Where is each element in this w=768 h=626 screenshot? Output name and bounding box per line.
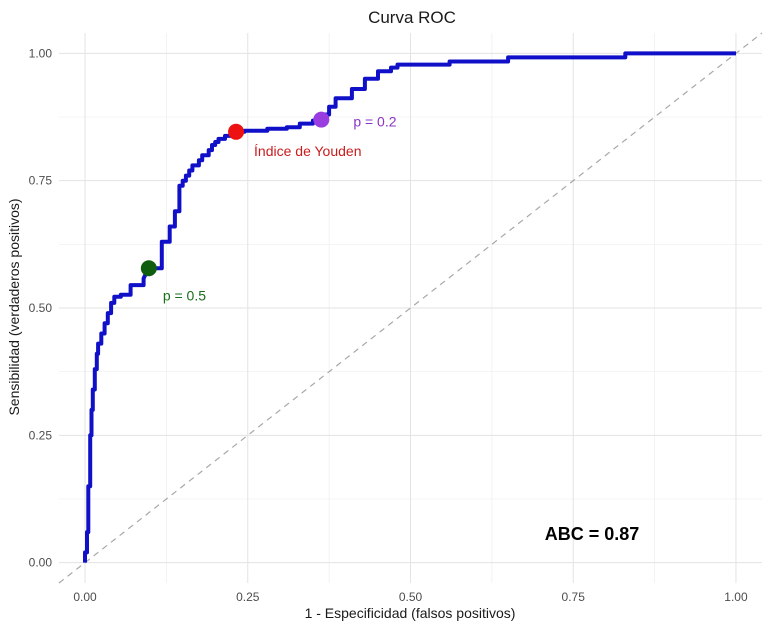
threshold-point-label: p = 0.2 [353, 114, 396, 130]
x-axis-label: 1 - Especificidad (falsos positivos) [305, 605, 516, 621]
threshold-point-label: p = 0.5 [163, 287, 206, 303]
y-tick-label: 0.25 [29, 428, 53, 442]
y-tick-label: 0.50 [29, 301, 53, 315]
x-tick-label: 0.75 [562, 590, 586, 604]
reference-diagonal [58, 32, 763, 584]
y-axis-ticks: 0.00 0.25 0.50 0.75 1.00 [29, 46, 53, 569]
threshold-point [228, 123, 245, 140]
x-tick-label: 0.00 [73, 590, 97, 604]
auc-annotation: ABC = 0.87 [545, 524, 640, 544]
threshold-point-label: Índice de Youden [254, 143, 361, 159]
threshold-points: p = 0.5 Índice de Youden p = 0.2 [140, 111, 397, 303]
roc-curve [83, 51, 736, 563]
grid [59, 33, 762, 583]
y-tick-label: 0.00 [29, 556, 53, 570]
x-axis-ticks: 0.00 0.25 0.50 0.75 1.00 [73, 590, 748, 604]
threshold-point [313, 111, 330, 128]
y-tick-label: 1.00 [29, 46, 53, 60]
y-tick-label: 0.75 [29, 174, 53, 188]
chart-title: Curva ROC [368, 8, 456, 27]
y-axis-label: Sensibilidad (verdaderos positivos) [6, 198, 22, 415]
threshold-point [140, 260, 157, 277]
x-tick-label: 0.25 [236, 590, 260, 604]
x-tick-label: 0.50 [399, 590, 423, 604]
x-tick-label: 1.00 [724, 590, 748, 604]
